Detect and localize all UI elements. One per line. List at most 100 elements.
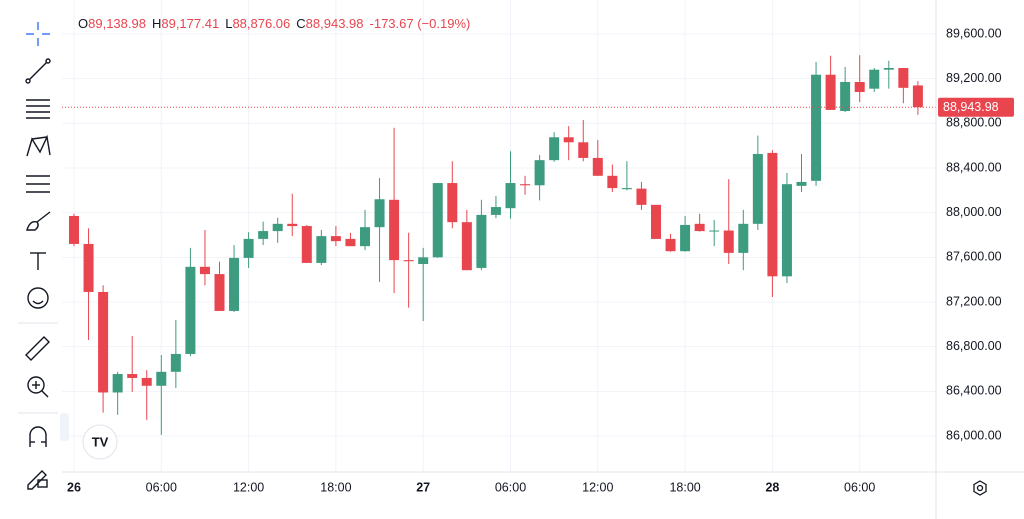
legend-key: H (151, 16, 162, 31)
collapse-tab[interactable] (60, 413, 69, 441)
y-tick-label: 86,400.00 (946, 384, 1002, 398)
candle-body (156, 371, 167, 386)
candle-body (301, 226, 312, 263)
y-tick-label: 88,800.00 (946, 116, 1002, 130)
x-tick-label: 18:00 (669, 480, 700, 494)
forecast-tool[interactable] (26, 175, 50, 193)
candle-body (374, 199, 385, 228)
legend-value: 89,177.41 (161, 16, 220, 31)
x-tick-label: 06:00 (844, 480, 875, 494)
candle-body (534, 160, 545, 186)
legend-key: L (225, 16, 233, 31)
candle-body (403, 260, 414, 262)
candle-body (490, 207, 501, 215)
candle-body (520, 184, 531, 186)
candle-body (781, 184, 792, 277)
x-tick-label: 12:00 (233, 480, 264, 494)
legend-key: O (78, 16, 89, 31)
candle-body (651, 204, 661, 239)
ohlc-legend: O89,138.98 H89,177.41 L88,876.06 C88,943.98… (78, 16, 470, 31)
candle-body (854, 81, 865, 93)
y-tick-label: 89,600.00 (946, 26, 1002, 40)
candle-body (636, 188, 647, 205)
x-tick-label: 18:00 (320, 480, 351, 494)
brush-tool[interactable] (26, 211, 51, 231)
candle-body (549, 137, 560, 161)
candle-body (796, 181, 807, 186)
candle-body (898, 68, 909, 88)
candle-body (738, 223, 749, 253)
x-tick-label: 06:00 (495, 480, 526, 494)
toolbar (18, 22, 69, 490)
candle-body (98, 291, 109, 393)
legend-value: 89,138.98 (88, 16, 146, 31)
candle-body (345, 238, 356, 247)
candle-body (665, 238, 676, 252)
x-tick-label: 06:00 (146, 480, 177, 494)
candle-body (811, 74, 822, 181)
candle-body (389, 199, 400, 261)
candle-body (83, 243, 94, 292)
legend-value: 88,876.06 (232, 16, 291, 31)
candle-body (694, 223, 705, 232)
candle-body (418, 257, 429, 265)
y-tick-label: 87,600.00 (946, 250, 1002, 264)
candle-body (476, 214, 487, 268)
candle-body (272, 223, 283, 232)
candle-body (316, 236, 327, 263)
x-tick-label: 27 (416, 480, 430, 494)
y-tick-label: 89,200.00 (946, 71, 1002, 85)
candle-body (112, 374, 123, 393)
candle-body (185, 266, 196, 354)
candle-body (243, 238, 254, 258)
x-tick-label: 12:00 (582, 480, 613, 494)
legend-value: 88,943.98 (305, 16, 364, 31)
x-tick-label: 26 (67, 480, 81, 494)
zoom-tool[interactable] (27, 376, 49, 398)
candle-body (607, 175, 618, 189)
plot-area: 86,000.00 86,400.00 86,800.00 87,200.00 87,6… (62, 0, 1002, 494)
trend-line-tool[interactable] (25, 58, 51, 84)
candle-body (680, 224, 691, 252)
legend-key: C (296, 16, 306, 31)
candle-body (505, 183, 516, 209)
change-label: -173.67 (−0.19%) (369, 16, 471, 31)
legend-item: H89,177.41 (152, 16, 219, 31)
candle-body (330, 236, 341, 242)
magnet-tool[interactable] (29, 426, 47, 447)
ruler-tool[interactable] (25, 336, 50, 361)
candle-body (883, 68, 894, 70)
legend-item: L88,876.06 (225, 16, 290, 31)
candle-body (592, 157, 603, 176)
candle-body (869, 69, 880, 89)
legend-item: O89,138.98 (78, 16, 146, 31)
candle-body (229, 257, 240, 311)
y-tick-label: 86,000.00 (946, 428, 1002, 442)
candle-body (825, 74, 836, 110)
pattern-tool[interactable] (26, 134, 51, 157)
candle-body (432, 183, 443, 258)
lock-tool[interactable] (27, 470, 48, 490)
candle-body (621, 188, 632, 190)
candle-body (461, 222, 472, 271)
y-tick-label: 87,200.00 (946, 294, 1002, 308)
svg-text:TV: TV (92, 434, 109, 449)
candle-body (447, 183, 458, 223)
candle-body (752, 154, 763, 224)
fib-tool[interactable] (26, 99, 50, 119)
last-price-label: 88,943.98 (943, 100, 999, 114)
candle-body (360, 227, 370, 247)
legend-item: C88,943.98 (296, 16, 363, 31)
candle-body (258, 231, 269, 239)
candle-body (214, 274, 225, 311)
candle-body (723, 230, 734, 253)
text-tool[interactable] (30, 252, 46, 270)
last-price-tag (938, 97, 1014, 117)
settings-icon[interactable] (973, 480, 987, 496)
crosshair-tool[interactable] (26, 22, 50, 46)
emoji-tool[interactable] (27, 287, 49, 309)
tv-logo[interactable]: TV (82, 424, 118, 460)
candle-body (840, 81, 851, 112)
